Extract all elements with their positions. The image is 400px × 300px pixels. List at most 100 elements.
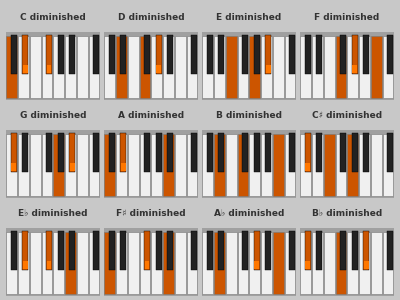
Bar xyxy=(202,134,213,196)
Bar xyxy=(106,281,114,293)
Bar xyxy=(266,231,271,270)
Bar xyxy=(216,281,223,293)
Bar xyxy=(238,36,248,98)
Bar xyxy=(175,36,186,98)
Bar xyxy=(164,281,172,293)
Bar xyxy=(121,163,126,171)
Bar xyxy=(352,65,357,73)
Bar xyxy=(152,36,162,98)
Bar xyxy=(316,133,322,172)
Bar xyxy=(163,134,174,196)
Bar xyxy=(65,232,76,294)
Bar xyxy=(58,133,64,172)
Bar xyxy=(30,36,40,98)
Text: B diminished: B diminished xyxy=(216,111,282,120)
Bar xyxy=(66,281,74,293)
Bar xyxy=(70,35,75,74)
Bar xyxy=(65,36,76,98)
Bar xyxy=(11,163,16,171)
Bar xyxy=(70,163,75,171)
Bar xyxy=(214,36,225,98)
Bar xyxy=(42,134,52,196)
Bar xyxy=(387,35,393,74)
Bar xyxy=(140,134,150,196)
Bar xyxy=(352,133,358,172)
Bar xyxy=(371,232,382,294)
Bar xyxy=(187,134,197,196)
Bar xyxy=(336,232,346,294)
Bar xyxy=(144,231,150,270)
Bar xyxy=(191,35,197,74)
Bar xyxy=(312,232,323,294)
Bar xyxy=(383,232,393,294)
Bar xyxy=(18,36,29,98)
Bar xyxy=(109,133,114,172)
Bar xyxy=(337,281,345,293)
Bar xyxy=(23,65,28,73)
Bar xyxy=(383,134,393,196)
Bar xyxy=(250,232,260,294)
Bar xyxy=(120,231,126,270)
Text: G diminished: G diminished xyxy=(20,111,86,120)
Bar xyxy=(207,231,212,270)
Bar xyxy=(352,231,358,270)
Bar xyxy=(70,231,75,270)
Bar xyxy=(11,133,16,172)
Bar xyxy=(285,232,295,294)
Bar xyxy=(93,133,99,172)
Bar xyxy=(305,231,310,270)
Bar xyxy=(250,36,260,98)
Bar xyxy=(218,133,224,172)
Bar xyxy=(104,134,115,196)
Bar xyxy=(387,231,393,270)
Bar xyxy=(273,36,284,98)
Bar xyxy=(305,133,310,172)
Bar xyxy=(348,36,358,98)
Bar xyxy=(371,134,382,196)
Bar xyxy=(8,85,15,98)
Bar xyxy=(93,35,99,74)
Bar xyxy=(168,231,173,270)
Bar xyxy=(202,36,213,98)
Bar xyxy=(144,35,150,74)
Bar xyxy=(116,134,127,196)
Text: F diminished: F diminished xyxy=(314,13,380,22)
Bar xyxy=(261,36,272,98)
Bar xyxy=(364,35,369,74)
Bar xyxy=(305,35,310,74)
Text: F♯ diminished: F♯ diminished xyxy=(116,209,186,218)
Bar xyxy=(65,134,76,196)
Bar xyxy=(144,133,150,172)
Bar xyxy=(11,35,16,74)
Bar xyxy=(191,133,197,172)
Bar xyxy=(140,36,150,98)
Text: E diminished: E diminished xyxy=(216,13,282,22)
Bar xyxy=(274,183,282,196)
Bar xyxy=(58,35,64,74)
Bar xyxy=(116,232,127,294)
Bar xyxy=(207,133,212,172)
Bar xyxy=(266,133,271,172)
Bar xyxy=(300,36,311,98)
Bar xyxy=(336,134,346,196)
Bar xyxy=(46,35,52,74)
Bar xyxy=(187,36,197,98)
Bar xyxy=(120,133,126,172)
Bar xyxy=(144,261,149,269)
Bar xyxy=(242,133,248,172)
Bar xyxy=(156,65,161,73)
Text: A diminished: A diminished xyxy=(118,111,184,120)
Bar xyxy=(312,36,323,98)
Bar xyxy=(289,35,295,74)
Bar xyxy=(54,36,64,98)
Bar xyxy=(266,65,271,73)
Bar xyxy=(42,232,52,294)
Bar xyxy=(305,261,310,269)
Bar xyxy=(226,36,236,98)
Bar xyxy=(348,134,358,196)
Bar xyxy=(116,36,127,98)
Bar xyxy=(128,134,138,196)
Bar xyxy=(349,183,356,196)
Bar xyxy=(46,261,51,269)
Bar xyxy=(46,65,51,73)
